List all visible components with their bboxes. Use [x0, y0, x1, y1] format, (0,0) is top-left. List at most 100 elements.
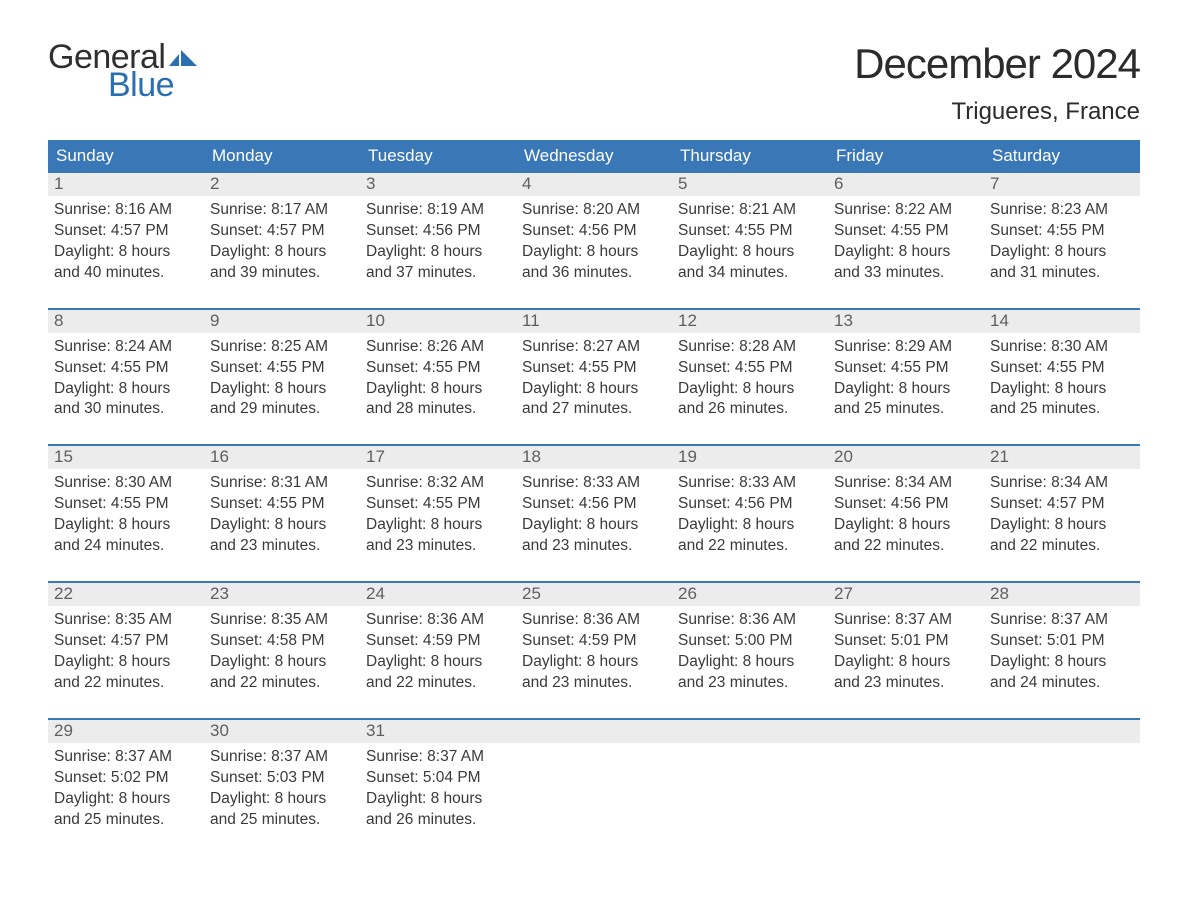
calendar-week: 29Sunrise: 8:37 AMSunset: 5:02 PMDayligh… [48, 718, 1140, 837]
day-details: Sunrise: 8:28 AMSunset: 4:55 PMDaylight:… [672, 333, 828, 427]
day-details: Sunrise: 8:33 AMSunset: 4:56 PMDaylight:… [672, 469, 828, 563]
calendar-day: 21Sunrise: 8:34 AMSunset: 4:57 PMDayligh… [984, 446, 1140, 563]
day-number: 8 [48, 310, 204, 333]
daylight-line: Daylight: 8 hours and 40 minutes. [54, 242, 198, 284]
day-details: Sunrise: 8:16 AMSunset: 4:57 PMDaylight:… [48, 196, 204, 290]
day-number [828, 720, 984, 743]
day-number: 20 [828, 446, 984, 469]
sunrise-line: Sunrise: 8:22 AM [834, 200, 978, 221]
day-number: 19 [672, 446, 828, 469]
calendar-week: 22Sunrise: 8:35 AMSunset: 4:57 PMDayligh… [48, 581, 1140, 700]
day-number: 12 [672, 310, 828, 333]
weekday-header-cell: Friday [828, 140, 984, 173]
sunrise-line: Sunrise: 8:35 AM [54, 610, 198, 631]
day-number: 22 [48, 583, 204, 606]
calendar-day: 11Sunrise: 8:27 AMSunset: 4:55 PMDayligh… [516, 310, 672, 427]
sunrise-line: Sunrise: 8:16 AM [54, 200, 198, 221]
day-details: Sunrise: 8:25 AMSunset: 4:55 PMDaylight:… [204, 333, 360, 427]
day-details: Sunrise: 8:29 AMSunset: 4:55 PMDaylight:… [828, 333, 984, 427]
day-number: 15 [48, 446, 204, 469]
day-details: Sunrise: 8:21 AMSunset: 4:55 PMDaylight:… [672, 196, 828, 290]
day-details: Sunrise: 8:17 AMSunset: 4:57 PMDaylight:… [204, 196, 360, 290]
sunset-line: Sunset: 5:01 PM [990, 631, 1134, 652]
daylight-line: Daylight: 8 hours and 36 minutes. [522, 242, 666, 284]
day-number: 14 [984, 310, 1140, 333]
daylight-line: Daylight: 8 hours and 34 minutes. [678, 242, 822, 284]
sunset-line: Sunset: 4:55 PM [210, 494, 354, 515]
sunset-line: Sunset: 4:56 PM [678, 494, 822, 515]
day-number: 26 [672, 583, 828, 606]
day-number: 30 [204, 720, 360, 743]
sunrise-line: Sunrise: 8:36 AM [522, 610, 666, 631]
sunset-line: Sunset: 4:59 PM [366, 631, 510, 652]
day-number: 18 [516, 446, 672, 469]
calendar-day: 30Sunrise: 8:37 AMSunset: 5:03 PMDayligh… [204, 720, 360, 837]
sunset-line: Sunset: 4:55 PM [54, 358, 198, 379]
sunset-line: Sunset: 4:57 PM [54, 221, 198, 242]
sunrise-line: Sunrise: 8:30 AM [54, 473, 198, 494]
daylight-line: Daylight: 8 hours and 22 minutes. [678, 515, 822, 557]
sunrise-line: Sunrise: 8:19 AM [366, 200, 510, 221]
day-details [516, 743, 672, 753]
location-label: Trigueres, France [854, 98, 1140, 126]
daylight-line: Daylight: 8 hours and 23 minutes. [522, 652, 666, 694]
daylight-line: Daylight: 8 hours and 24 minutes. [54, 515, 198, 557]
day-number: 16 [204, 446, 360, 469]
logo-text-blue: Blue [108, 68, 199, 102]
day-number: 2 [204, 173, 360, 196]
weekday-header-cell: Tuesday [360, 140, 516, 173]
calendar: SundayMondayTuesdayWednesdayThursdayFrid… [48, 140, 1140, 836]
day-number: 17 [360, 446, 516, 469]
day-details: Sunrise: 8:37 AMSunset: 5:02 PMDaylight:… [48, 743, 204, 837]
sunrise-line: Sunrise: 8:35 AM [210, 610, 354, 631]
sunrise-line: Sunrise: 8:36 AM [366, 610, 510, 631]
day-details: Sunrise: 8:36 AMSunset: 4:59 PMDaylight:… [516, 606, 672, 700]
calendar-day: 25Sunrise: 8:36 AMSunset: 4:59 PMDayligh… [516, 583, 672, 700]
weekday-header-cell: Monday [204, 140, 360, 173]
daylight-line: Daylight: 8 hours and 22 minutes. [54, 652, 198, 694]
day-number [984, 720, 1140, 743]
calendar-day: 29Sunrise: 8:37 AMSunset: 5:02 PMDayligh… [48, 720, 204, 837]
day-number: 6 [828, 173, 984, 196]
day-details: Sunrise: 8:37 AMSunset: 5:03 PMDaylight:… [204, 743, 360, 837]
daylight-line: Daylight: 8 hours and 28 minutes. [366, 379, 510, 421]
sunset-line: Sunset: 4:56 PM [522, 221, 666, 242]
day-number: 5 [672, 173, 828, 196]
calendar-day: 1Sunrise: 8:16 AMSunset: 4:57 PMDaylight… [48, 173, 204, 290]
sunset-line: Sunset: 4:55 PM [210, 358, 354, 379]
day-details [828, 743, 984, 753]
day-details: Sunrise: 8:35 AMSunset: 4:57 PMDaylight:… [48, 606, 204, 700]
calendar-day: 22Sunrise: 8:35 AMSunset: 4:57 PMDayligh… [48, 583, 204, 700]
sunrise-line: Sunrise: 8:31 AM [210, 473, 354, 494]
day-details: Sunrise: 8:23 AMSunset: 4:55 PMDaylight:… [984, 196, 1140, 290]
day-details: Sunrise: 8:30 AMSunset: 4:55 PMDaylight:… [48, 469, 204, 563]
day-number: 29 [48, 720, 204, 743]
logo: General Blue [48, 40, 199, 102]
header-row: General Blue December 2024 Trigueres, Fr… [48, 40, 1140, 126]
calendar-day: 19Sunrise: 8:33 AMSunset: 4:56 PMDayligh… [672, 446, 828, 563]
calendar-day: 12Sunrise: 8:28 AMSunset: 4:55 PMDayligh… [672, 310, 828, 427]
sunset-line: Sunset: 4:55 PM [990, 221, 1134, 242]
daylight-line: Daylight: 8 hours and 22 minutes. [834, 515, 978, 557]
sunrise-line: Sunrise: 8:33 AM [522, 473, 666, 494]
sunrise-line: Sunrise: 8:36 AM [678, 610, 822, 631]
calendar-day: 3Sunrise: 8:19 AMSunset: 4:56 PMDaylight… [360, 173, 516, 290]
day-details: Sunrise: 8:35 AMSunset: 4:58 PMDaylight:… [204, 606, 360, 700]
sunset-line: Sunset: 4:56 PM [834, 494, 978, 515]
calendar-day: 27Sunrise: 8:37 AMSunset: 5:01 PMDayligh… [828, 583, 984, 700]
sunrise-line: Sunrise: 8:30 AM [990, 337, 1134, 358]
sunset-line: Sunset: 5:00 PM [678, 631, 822, 652]
day-number: 4 [516, 173, 672, 196]
day-details: Sunrise: 8:34 AMSunset: 4:56 PMDaylight:… [828, 469, 984, 563]
sunset-line: Sunset: 4:55 PM [366, 358, 510, 379]
day-details: Sunrise: 8:31 AMSunset: 4:55 PMDaylight:… [204, 469, 360, 563]
sunrise-line: Sunrise: 8:20 AM [522, 200, 666, 221]
day-number: 7 [984, 173, 1140, 196]
sunrise-line: Sunrise: 8:33 AM [678, 473, 822, 494]
calendar-day: 31Sunrise: 8:37 AMSunset: 5:04 PMDayligh… [360, 720, 516, 837]
sunset-line: Sunset: 5:01 PM [834, 631, 978, 652]
calendar-day: 26Sunrise: 8:36 AMSunset: 5:00 PMDayligh… [672, 583, 828, 700]
daylight-line: Daylight: 8 hours and 29 minutes. [210, 379, 354, 421]
calendar-week: 15Sunrise: 8:30 AMSunset: 4:55 PMDayligh… [48, 444, 1140, 563]
sunrise-line: Sunrise: 8:29 AM [834, 337, 978, 358]
